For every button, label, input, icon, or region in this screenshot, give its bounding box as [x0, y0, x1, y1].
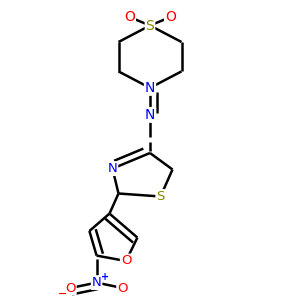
Text: N: N [145, 108, 155, 122]
Text: N: N [108, 162, 117, 175]
Text: S: S [156, 190, 165, 203]
Text: S: S [146, 19, 154, 32]
Text: N: N [92, 276, 101, 289]
Text: O: O [165, 10, 176, 24]
Text: O: O [65, 281, 76, 295]
Text: N: N [145, 81, 155, 95]
Text: O: O [117, 281, 128, 295]
Text: +: + [100, 272, 109, 282]
Text: O: O [124, 10, 135, 24]
Text: −: − [57, 288, 67, 298]
Text: O: O [121, 254, 131, 268]
